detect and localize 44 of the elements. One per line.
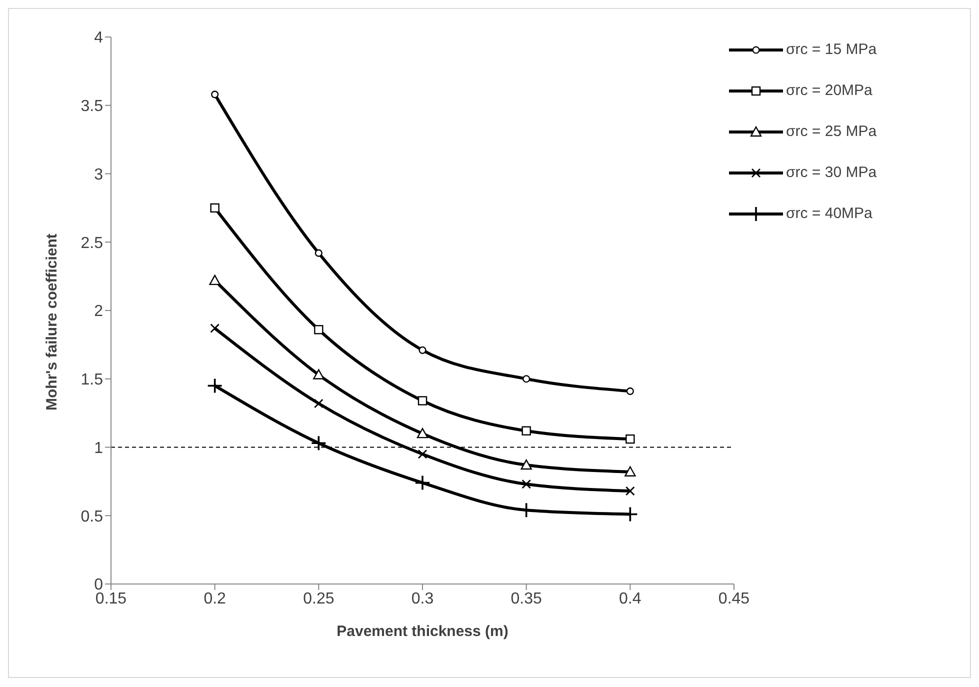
legend-label: σrc = 15 MPa xyxy=(786,41,877,58)
point xyxy=(520,459,532,470)
y-tick-label: 3 xyxy=(94,166,104,184)
legend-label: σrc = 25 MPa xyxy=(786,123,877,140)
point xyxy=(209,274,220,286)
point xyxy=(625,486,635,496)
y-tick-label: 2 xyxy=(94,303,104,320)
y-tick-label: 3.5 xyxy=(80,98,104,116)
point xyxy=(310,435,327,452)
point xyxy=(314,249,322,257)
point xyxy=(416,428,428,438)
legend-label: σrc = 30 MPa xyxy=(786,164,877,181)
point xyxy=(414,474,430,491)
point xyxy=(314,325,324,334)
point xyxy=(418,396,428,406)
point xyxy=(522,375,530,383)
x-axis-title: Pavement thickness (m) xyxy=(336,623,508,640)
point xyxy=(211,90,219,98)
point xyxy=(210,324,220,333)
point xyxy=(313,369,324,380)
y-tick-label: 0.5 xyxy=(80,508,104,526)
x-tick-label: 0.25 xyxy=(303,590,334,608)
x-tick-label: 0.35 xyxy=(510,590,542,608)
point xyxy=(418,346,426,354)
point xyxy=(626,387,634,395)
y-tick-label: 4 xyxy=(94,30,104,47)
x-tick-label: 0.3 xyxy=(411,590,434,608)
point xyxy=(522,426,531,436)
point xyxy=(522,479,532,489)
x-tick-label: 0.4 xyxy=(619,590,642,608)
y-axis-title: Mohr's failure coefficient xyxy=(43,234,60,410)
point xyxy=(314,398,324,408)
point xyxy=(418,449,428,459)
y-tick-label: 1.5 xyxy=(80,372,104,389)
x-tick-label: 0.45 xyxy=(718,590,750,608)
point xyxy=(626,434,635,444)
y-tick-label: 2.5 xyxy=(80,234,104,252)
point xyxy=(624,466,636,476)
y-tick-label: 1 xyxy=(94,440,104,457)
point xyxy=(210,203,220,213)
point xyxy=(206,378,223,394)
legend-label: σrc = 20MPa xyxy=(786,82,872,99)
x-tick-label: 0.2 xyxy=(204,590,226,608)
legend-label: σrc = 40MPa xyxy=(786,205,872,222)
